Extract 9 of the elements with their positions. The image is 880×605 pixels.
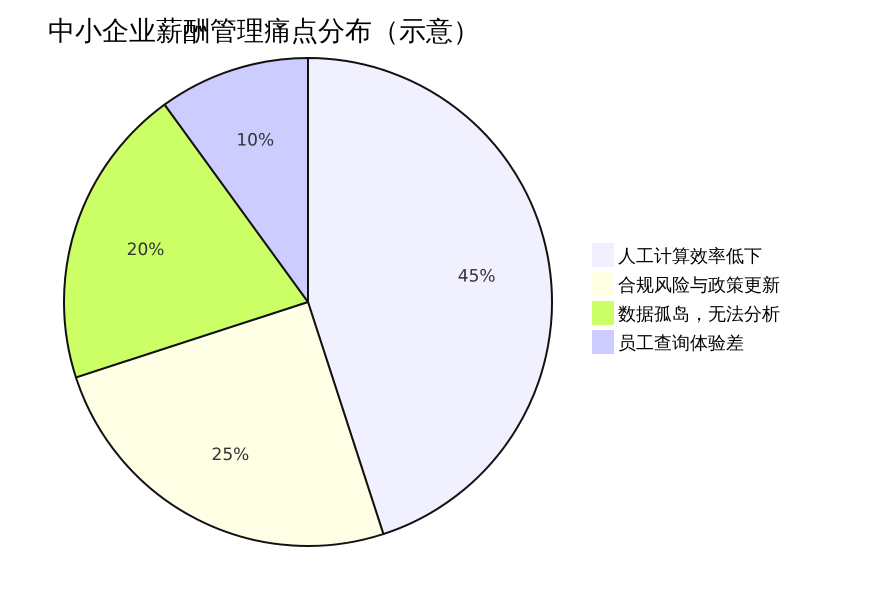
data-label: 20%	[126, 240, 164, 260]
chart-title: 中小企业薪酬管理痛点分布（示意）	[48, 16, 480, 47]
slice-label: 人工计算效率低下	[618, 246, 762, 267]
data-label: 45%	[458, 266, 496, 286]
data-label: 10%	[236, 130, 274, 151]
legend-label: 合规风险与政策更新	[618, 275, 780, 296]
legend-label: 员工查询体验差	[618, 333, 744, 354]
legend-label: 数据孤岛，无法分析	[618, 304, 780, 325]
data-label: 25%	[212, 445, 250, 466]
